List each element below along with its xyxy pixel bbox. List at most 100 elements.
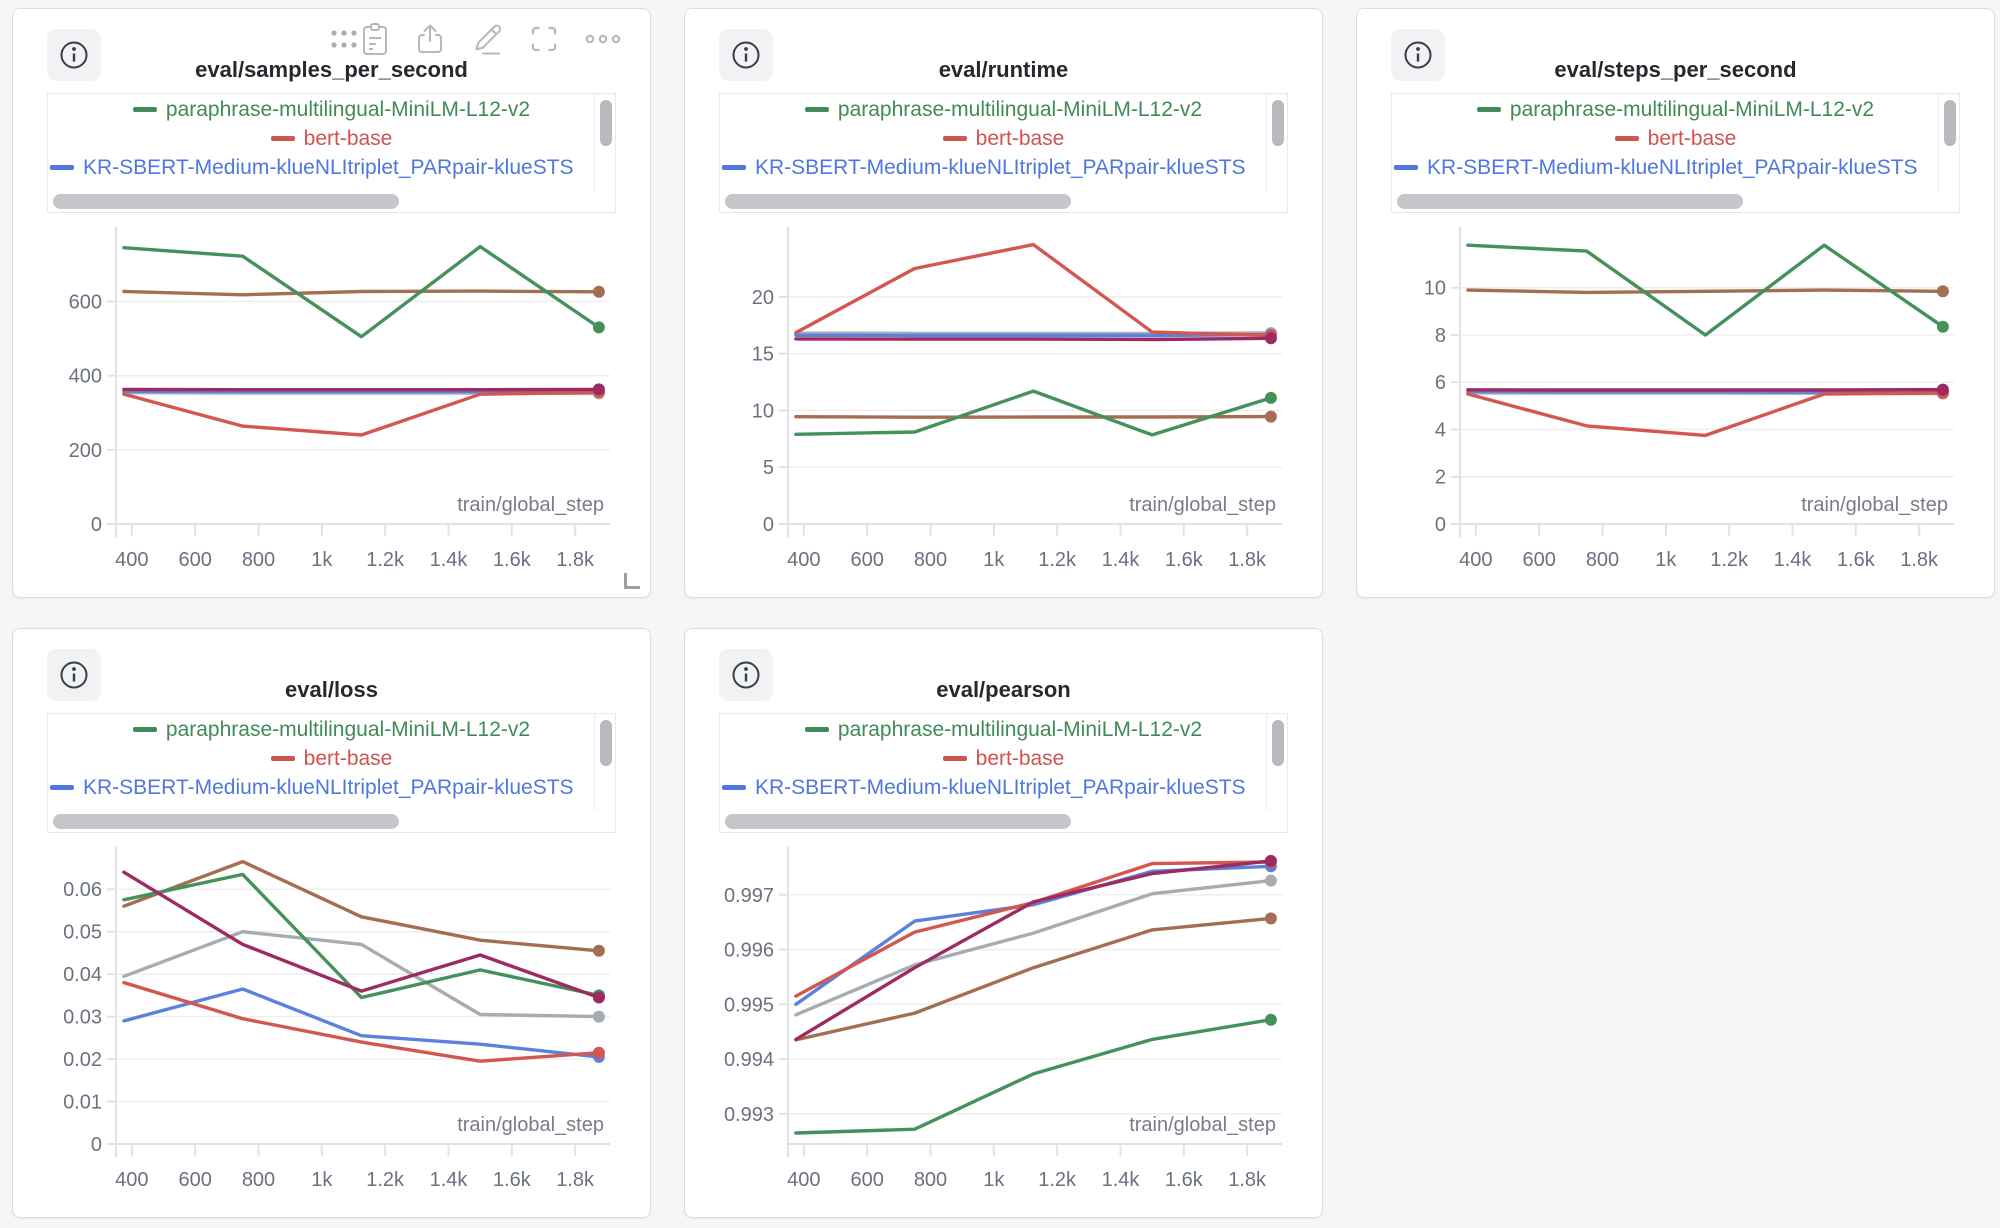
- svg-text:15: 15: [752, 344, 774, 366]
- svg-text:800: 800: [242, 549, 275, 571]
- legend-horizontal-scrollbar[interactable]: [53, 814, 399, 829]
- info-button[interactable]: [719, 29, 773, 81]
- legend-item[interactable]: paraphrase-multilingual-MiniLM-L12-v2: [48, 96, 615, 123]
- svg-text:0.05: 0.05: [63, 922, 102, 944]
- svg-text:8: 8: [1435, 325, 1446, 347]
- legend-item[interactable]: KR-SBERT-Medium-klueNLItriplet_PARpair-k…: [48, 154, 615, 181]
- svg-text:1.6k: 1.6k: [1837, 549, 1876, 571]
- legend-item[interactable]: bert-base: [720, 745, 1287, 772]
- svg-text:0.995: 0.995: [724, 994, 774, 1016]
- svg-text:train/global_step: train/global_step: [1801, 494, 1948, 516]
- chart-canvas-eval-runtime[interactable]: 0 5 10 15 20 400 600 800 1k 1.2k 1.4k 1.6k 1.8k train…: [696, 219, 1311, 587]
- legend-label: paraphrase-multilingual-MiniLM-L12-v2: [165, 97, 531, 121]
- export-icon[interactable]: [414, 22, 446, 56]
- edit-icon[interactable]: [470, 21, 504, 57]
- scrollbar-thumb[interactable]: [600, 720, 612, 766]
- legend-horizontal-scrollbar[interactable]: [725, 814, 1071, 829]
- svg-text:1.2k: 1.2k: [1710, 549, 1749, 571]
- legend-horizontal-scrollbar[interactable]: [1397, 194, 1743, 209]
- info-icon: [60, 661, 88, 689]
- drag-handle-copy-icon[interactable]: [328, 21, 390, 57]
- legend-label: bert-base: [303, 126, 393, 150]
- chart-canvas-eval-steps-per-second[interactable]: 0 2 4 6 8 10 400 600 800 1k 1.2k 1.4k 1.6k 1.8k train/…: [1368, 219, 1983, 587]
- legend-item[interactable]: KR-SBERT-Medium-klueNLItriplet_PARpair-k…: [720, 774, 1287, 801]
- legend-vertical-scrollbar[interactable]: [1938, 94, 1959, 191]
- svg-text:1.4k: 1.4k: [1774, 549, 1813, 571]
- svg-text:0: 0: [1435, 514, 1446, 536]
- svg-text:600: 600: [69, 291, 102, 313]
- svg-text:1.4k: 1.4k: [1102, 549, 1141, 571]
- legend-vertical-scrollbar[interactable]: [1266, 714, 1287, 811]
- svg-text:800: 800: [1586, 549, 1619, 571]
- overflow-menu-icon[interactable]: [584, 32, 622, 46]
- svg-text:1.8k: 1.8k: [1900, 549, 1939, 571]
- svg-text:train/global_step: train/global_step: [1129, 1114, 1276, 1136]
- svg-text:800: 800: [914, 549, 947, 571]
- svg-text:1.8k: 1.8k: [556, 549, 595, 571]
- svg-text:400: 400: [1459, 549, 1492, 571]
- legend-item[interactable]: KR-SBERT-Medium-klueNLItriplet_PARpair-k…: [48, 774, 615, 801]
- svg-text:200: 200: [69, 440, 102, 462]
- legend-horizontal-scrollbar[interactable]: [53, 194, 399, 209]
- svg-text:600: 600: [850, 549, 883, 571]
- svg-text:1.8k: 1.8k: [556, 1169, 595, 1191]
- legend-line-swatch: [270, 136, 295, 141]
- svg-text:1.2k: 1.2k: [366, 549, 405, 571]
- svg-text:train/global_step: train/global_step: [457, 1114, 604, 1136]
- svg-text:600: 600: [850, 1169, 883, 1191]
- svg-text:0.06: 0.06: [63, 879, 102, 901]
- panel-eval-samples-per-second: eval/samples_per_second paraphrase-multi…: [12, 8, 651, 598]
- legend-item[interactable]: bert-base: [48, 125, 615, 152]
- info-icon: [1404, 41, 1432, 69]
- legend-line-swatch: [50, 165, 74, 170]
- legend-item[interactable]: bert-base: [720, 125, 1287, 152]
- legend-item[interactable]: KR-SBERT-Medium-klueNLItriplet_PARpair-k…: [1392, 154, 1959, 181]
- legend-item[interactable]: paraphrase-multilingual-MiniLM-L12-v2: [48, 716, 615, 743]
- svg-text:0: 0: [763, 514, 774, 536]
- svg-text:1.4k: 1.4k: [1102, 1169, 1141, 1191]
- svg-text:0.03: 0.03: [63, 1007, 102, 1029]
- svg-text:0.02: 0.02: [63, 1049, 102, 1071]
- info-button[interactable]: [47, 649, 101, 701]
- svg-text:1k: 1k: [983, 1169, 1005, 1191]
- scrollbar-thumb[interactable]: [1944, 100, 1956, 146]
- svg-text:1.8k: 1.8k: [1228, 1169, 1267, 1191]
- info-button[interactable]: [47, 29, 101, 81]
- scrollbar-thumb[interactable]: [1272, 100, 1284, 146]
- svg-text:2: 2: [1435, 467, 1446, 489]
- legend-horizontal-scrollbar[interactable]: [725, 194, 1071, 209]
- legend-line-swatch: [1614, 136, 1639, 141]
- svg-text:600: 600: [1522, 549, 1555, 571]
- scrollbar-thumb[interactable]: [1272, 720, 1284, 766]
- legend-item[interactable]: KR-SBERT-Medium-klueNLItriplet_PARpair-k…: [720, 154, 1287, 181]
- legend-vertical-scrollbar[interactable]: [1266, 94, 1287, 191]
- legend-vertical-scrollbar[interactable]: [594, 94, 615, 191]
- chart-canvas-eval-pearson[interactable]: 0.993 0.994 0.995 0.996 0.997 400 600 800 1k 1.2k…: [696, 839, 1311, 1207]
- fullscreen-icon[interactable]: [528, 23, 560, 55]
- svg-text:400: 400: [115, 1169, 148, 1191]
- legend-item[interactable]: paraphrase-multilingual-MiniLM-L12-v2: [720, 96, 1287, 123]
- legend-item[interactable]: bert-base: [1392, 125, 1959, 152]
- svg-text:400: 400: [787, 549, 820, 571]
- legend-item[interactable]: paraphrase-multilingual-MiniLM-L12-v2: [1392, 96, 1959, 123]
- legend-label: paraphrase-multilingual-MiniLM-L12-v2: [1509, 97, 1875, 121]
- panel-resize-handle[interactable]: [624, 573, 640, 589]
- legend-vertical-scrollbar[interactable]: [594, 714, 615, 811]
- svg-text:1k: 1k: [1655, 549, 1677, 571]
- svg-text:1.2k: 1.2k: [1038, 549, 1077, 571]
- legend: paraphrase-multilingual-MiniLM-L12-v2 be…: [47, 93, 616, 213]
- legend-label: KR-SBERT-Medium-klueNLItriplet_PARpair-k…: [1427, 155, 1918, 179]
- scrollbar-thumb[interactable]: [600, 100, 612, 146]
- chart-canvas-eval-samples-per-second[interactable]: 0 200 400 600 400 600 800 1k 1.2k 1.4k 1.6k 1.8k tra…: [24, 219, 639, 587]
- chart-canvas-eval-loss[interactable]: 0 0.01 0.02 0.03 0.04 0.05 0.06 400 600 800 1k 1.2k…: [24, 839, 639, 1207]
- legend-item[interactable]: paraphrase-multilingual-MiniLM-L12-v2: [720, 716, 1287, 743]
- svg-text:0: 0: [91, 514, 102, 536]
- svg-text:10: 10: [1424, 278, 1446, 300]
- legend: paraphrase-multilingual-MiniLM-L12-v2 be…: [719, 93, 1288, 213]
- legend-label: KR-SBERT-Medium-klueNLItriplet_PARpair-k…: [755, 155, 1246, 179]
- info-button[interactable]: [1391, 29, 1445, 81]
- legend-item[interactable]: bert-base: [48, 745, 615, 772]
- svg-text:5: 5: [763, 457, 774, 479]
- svg-text:600: 600: [178, 549, 211, 571]
- info-button[interactable]: [719, 649, 773, 701]
